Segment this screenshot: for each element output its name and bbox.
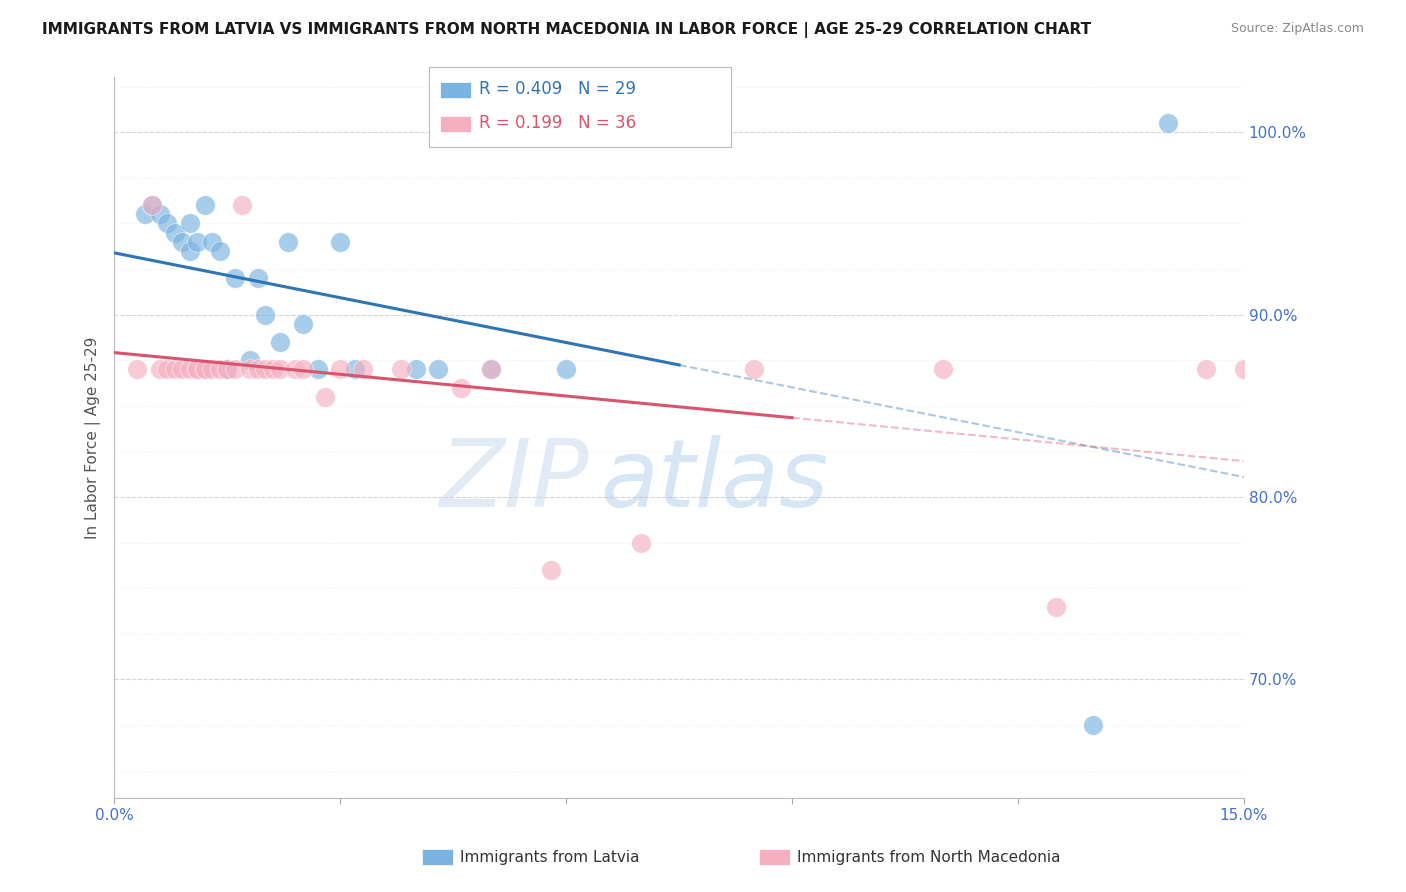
Text: R = 0.199   N = 36: R = 0.199 N = 36 xyxy=(479,114,637,132)
Point xyxy=(427,362,450,376)
Point xyxy=(1083,718,1105,732)
Point xyxy=(352,362,374,376)
Point xyxy=(389,362,412,376)
Point xyxy=(208,362,231,376)
Point xyxy=(172,235,194,249)
Text: IMMIGRANTS FROM LATVIA VS IMMIGRANTS FROM NORTH MACEDONIA IN LABOR FORCE | AGE 2: IMMIGRANTS FROM LATVIA VS IMMIGRANTS FRO… xyxy=(42,22,1091,38)
Point xyxy=(208,244,231,258)
Point xyxy=(291,362,314,376)
Point xyxy=(186,235,208,249)
Point xyxy=(329,235,352,249)
Point xyxy=(179,216,201,230)
Point xyxy=(194,362,217,376)
Text: Immigrants from Latvia: Immigrants from Latvia xyxy=(460,850,640,864)
Point xyxy=(931,362,953,376)
Point xyxy=(179,244,201,258)
Point xyxy=(291,317,314,331)
Point xyxy=(450,381,472,395)
Point xyxy=(284,362,307,376)
Point xyxy=(254,308,277,322)
Point xyxy=(125,362,148,376)
Point xyxy=(277,235,299,249)
Point xyxy=(134,207,156,221)
Point xyxy=(314,390,336,404)
Point xyxy=(186,362,208,376)
Text: ZIP: ZIP xyxy=(439,435,589,526)
Point xyxy=(194,198,217,212)
Point xyxy=(1233,362,1256,376)
Point xyxy=(239,362,262,376)
Point xyxy=(246,362,269,376)
Point xyxy=(239,353,262,368)
Point xyxy=(555,362,578,376)
Point xyxy=(141,198,163,212)
Point xyxy=(156,362,179,376)
Text: atlas: atlas xyxy=(600,435,828,526)
Point xyxy=(405,362,427,376)
Text: Source: ZipAtlas.com: Source: ZipAtlas.com xyxy=(1230,22,1364,36)
Point xyxy=(231,198,253,212)
Point xyxy=(149,207,172,221)
Point xyxy=(156,216,179,230)
Point xyxy=(224,271,246,285)
Point xyxy=(194,362,217,376)
Point xyxy=(329,362,352,376)
Point xyxy=(179,362,201,376)
Point xyxy=(1195,362,1218,376)
Y-axis label: In Labor Force | Age 25-29: In Labor Force | Age 25-29 xyxy=(86,336,101,539)
Point xyxy=(163,226,186,240)
Point xyxy=(141,198,163,212)
Point xyxy=(269,334,291,349)
Text: R = 0.409   N = 29: R = 0.409 N = 29 xyxy=(479,80,637,98)
Point xyxy=(630,535,652,549)
Point xyxy=(269,362,291,376)
Point xyxy=(201,362,224,376)
Point xyxy=(201,235,224,249)
Text: Immigrants from North Macedonia: Immigrants from North Macedonia xyxy=(797,850,1060,864)
Point xyxy=(254,362,277,376)
Point xyxy=(744,362,766,376)
Point xyxy=(1045,599,1067,614)
Point xyxy=(344,362,367,376)
Point xyxy=(217,362,239,376)
Point xyxy=(224,362,246,376)
Point xyxy=(262,362,284,376)
Point xyxy=(246,271,269,285)
Point xyxy=(1157,116,1180,130)
Point xyxy=(186,362,208,376)
Point xyxy=(479,362,502,376)
Point xyxy=(172,362,194,376)
Point xyxy=(540,563,562,577)
Point xyxy=(163,362,186,376)
Point xyxy=(149,362,172,376)
Point xyxy=(479,362,502,376)
Point xyxy=(307,362,329,376)
Point xyxy=(217,362,239,376)
